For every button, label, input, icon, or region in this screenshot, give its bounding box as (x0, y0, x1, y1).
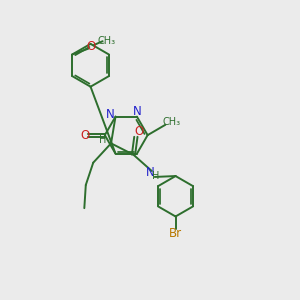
Text: CH₃: CH₃ (97, 36, 115, 46)
Text: N: N (106, 108, 115, 121)
Text: CH₃: CH₃ (163, 117, 181, 128)
Text: N: N (133, 105, 142, 118)
Text: H: H (99, 135, 106, 145)
Text: H: H (152, 171, 159, 181)
Text: O: O (86, 40, 95, 53)
Text: O: O (80, 129, 89, 142)
Text: O: O (135, 125, 144, 138)
Text: Br: Br (169, 226, 182, 240)
Text: N: N (146, 166, 155, 179)
